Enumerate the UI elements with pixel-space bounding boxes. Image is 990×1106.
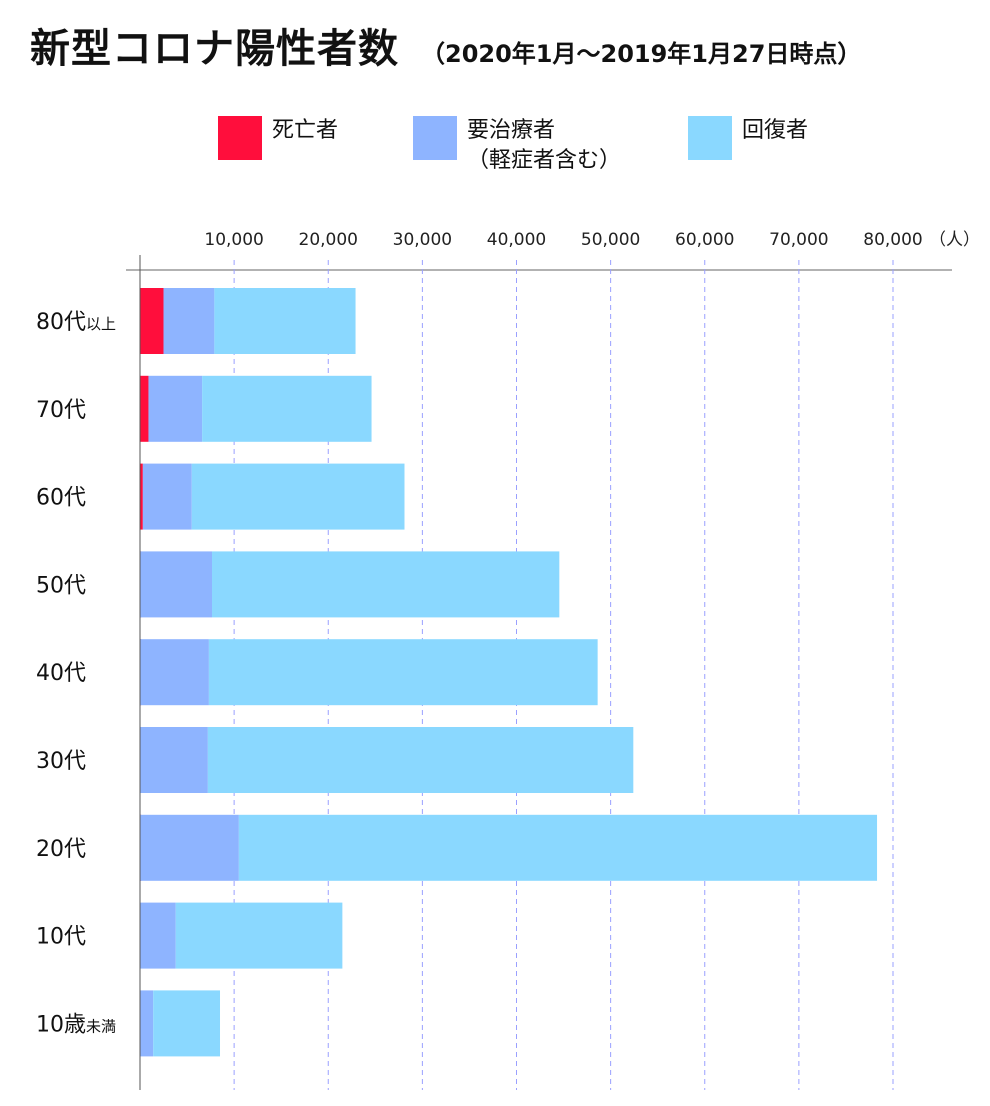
axis-unit-label: （人）: [929, 230, 980, 250]
category-label-60代: 60代: [36, 486, 86, 511]
tick-label-80,000: 80,000: [863, 230, 922, 250]
bar-10代-series-2: [175, 902, 343, 969]
chart-subtitle: （2020年1月〜2019年1月27日時点）: [421, 40, 862, 68]
category-label-70代: 70代: [36, 398, 86, 423]
tick-label-50,000: 50,000: [581, 230, 640, 250]
bar-80代-series-1: [163, 288, 215, 354]
legend-swatch-treatment: [413, 116, 457, 160]
category-label-10代: 10代: [36, 925, 86, 950]
tick-label-40,000: 40,000: [487, 230, 546, 250]
bar-60代-series-1: [142, 463, 192, 530]
tick-label-30,000: 30,000: [393, 230, 452, 250]
chart-title: 新型コロナ陽性者数: [30, 26, 399, 72]
legend-swatch-recovered: [688, 116, 732, 160]
category-label-20代: 20代: [36, 837, 86, 862]
legend-label-deaths: 死亡者: [272, 118, 339, 143]
category-label-30代: 30代: [36, 749, 86, 774]
tick-label-60,000: 60,000: [675, 230, 734, 250]
tick-label-20,000: 20,000: [299, 230, 358, 250]
tick-label-10,000: 10,000: [204, 230, 263, 250]
tick-label-70,000: 70,000: [769, 230, 828, 250]
bar-10歳-series-2: [153, 990, 221, 1057]
bar-70代-series-2: [202, 375, 372, 442]
category-label-80代: 80代以上: [36, 310, 116, 335]
bar-70代-series-0: [140, 375, 149, 442]
legend-item-recovered: 回復者: [688, 116, 808, 160]
bar-50代-series-1: [140, 551, 213, 618]
bar-60代-series-0: [140, 463, 143, 530]
category-label-50代: 50代: [36, 573, 86, 598]
bar-50代-series-2: [212, 551, 560, 618]
chart-title-block: 新型コロナ陽性者数 （2020年1月〜2019年1月27日時点）: [30, 16, 861, 74]
bar-30代-series-2: [207, 727, 634, 793]
legend-label-treatment: 要治療者 （軽症者含む）: [467, 118, 622, 173]
bar-40代-series-1: [140, 639, 209, 706]
bar-20代-series-1: [140, 814, 239, 881]
legend-item-deaths: 死亡者: [218, 116, 338, 160]
bar-20代-series-2: [238, 814, 878, 881]
legend-label-recovered: 回復者: [742, 118, 809, 143]
bar-70代-series-1: [148, 375, 203, 442]
bar-10代-series-1: [140, 902, 176, 969]
bar-80代-series-0: [140, 288, 164, 354]
bar-80代-series-2: [214, 288, 356, 354]
legend-swatch-deaths: [218, 116, 262, 160]
category-label-40代: 40代: [36, 661, 86, 686]
category-label-10歳: 10歳未満: [36, 1012, 116, 1037]
bar-40代-series-2: [208, 639, 598, 706]
bar-10歳-series-1: [140, 990, 154, 1057]
bar-60代-series-2: [191, 463, 405, 530]
legend-item-treatment: 要治療者 （軽症者含む）: [413, 116, 621, 176]
bar-30代-series-1: [140, 727, 208, 793]
